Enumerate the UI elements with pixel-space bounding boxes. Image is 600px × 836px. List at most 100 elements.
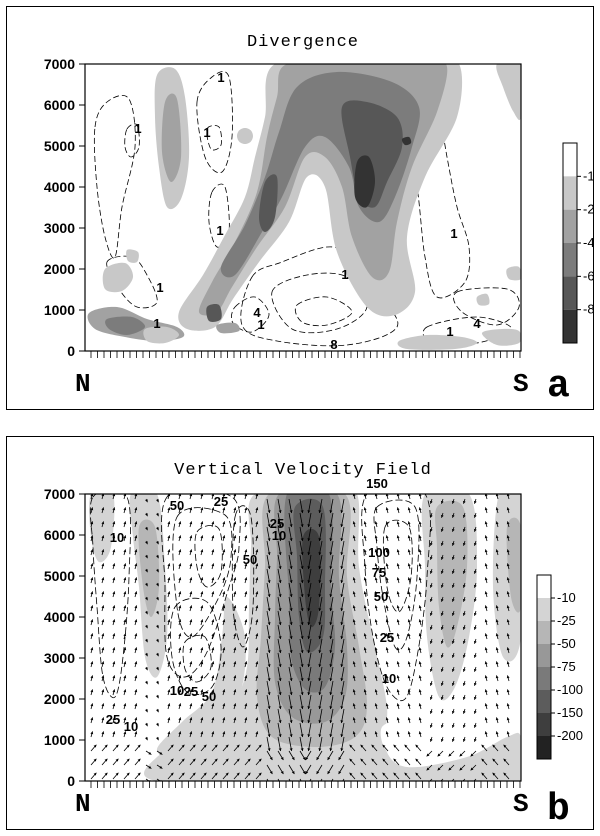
wind-arrowhead (211, 647, 215, 651)
wind-arrowhead (90, 647, 94, 651)
wind-arrowhead (429, 612, 433, 616)
wind-arrowhead (222, 535, 226, 539)
wind-arrowhead (200, 535, 204, 539)
wind-arrowhead (156, 709, 159, 713)
wind-arrowhead (429, 724, 433, 728)
wind-arrowhead (440, 584, 444, 588)
wind-arrowhead (167, 703, 171, 707)
wind-arrowhead (404, 758, 408, 762)
wind-arrowhead (352, 689, 356, 693)
wind-arrowhead (211, 675, 215, 679)
wind-arrowhead (167, 647, 171, 651)
wind-arrowhead (167, 577, 171, 581)
shaded-region (237, 128, 253, 144)
wind-arrowhead (90, 675, 94, 679)
wind-arrow (440, 778, 444, 781)
wind-arrowhead (307, 636, 311, 639)
wind-arrowhead (267, 650, 271, 653)
wind-arrowhead (134, 563, 138, 567)
wind-arrowhead (244, 591, 248, 595)
wind-arrowhead (473, 500, 477, 504)
wind-arrowhead (352, 521, 356, 525)
dashed-contour (194, 524, 223, 588)
wind-arrowhead (307, 552, 311, 555)
wind-arrowhead (318, 510, 322, 513)
wind-arrowhead (418, 647, 422, 651)
wind-arrowhead (484, 661, 488, 665)
wind-arrowhead (236, 758, 240, 762)
wind-arrowhead (244, 549, 248, 553)
wind-arrowhead (189, 661, 193, 665)
wind-arrowhead (101, 675, 105, 679)
wind-arrowhead (396, 549, 400, 553)
wind-arrowhead (340, 748, 344, 751)
wind-arrowhead (255, 563, 259, 567)
wind-arrowhead (307, 580, 311, 583)
wind-arrowhead (338, 757, 342, 760)
wind-arrowhead (349, 758, 353, 762)
wind-arrowhead (462, 500, 466, 504)
wind-arrowhead (167, 633, 171, 637)
wind-arrowhead (495, 689, 499, 693)
dashed-contour (172, 507, 233, 638)
wind-arrowhead (167, 535, 171, 539)
wind-arrowhead (112, 661, 116, 665)
wind-arrowhead (255, 675, 259, 679)
dashed-contour (161, 494, 241, 678)
x-end-label-north: N (75, 369, 91, 399)
wind-arrowhead (112, 717, 116, 721)
wind-arrowhead (278, 720, 282, 723)
dashed-contour (383, 519, 413, 613)
wind-arrowhead (255, 535, 259, 539)
wind-arrowhead (178, 563, 182, 567)
wind-arrowhead (329, 552, 333, 555)
wind-arrowhead (101, 703, 105, 707)
wind-arrowhead (214, 744, 218, 748)
wind-arrowhead (300, 622, 304, 625)
wind-arrowhead (506, 731, 510, 735)
wind-arrowhead (349, 772, 353, 776)
wind-arrowhead (316, 771, 320, 774)
wind-arrowhead (340, 692, 344, 695)
wind-arrowhead (178, 717, 182, 721)
wind-arrowhead (440, 640, 444, 644)
wind-arrowhead (145, 625, 148, 629)
wind-arrowhead (289, 622, 293, 625)
wind-arrowhead (178, 521, 182, 525)
wind-arrowhead (318, 748, 322, 751)
wind-arrowhead (101, 619, 105, 623)
wind-arrowhead (167, 605, 171, 609)
wind-arrowhead (374, 507, 378, 511)
wind-arrowhead (123, 549, 127, 553)
wind-arrowhead (233, 633, 237, 637)
wind-arrowhead (90, 549, 94, 553)
wind-arrowhead (267, 636, 271, 639)
wind-arrowhead (329, 720, 333, 723)
wind-arrowhead (104, 772, 108, 776)
wind-arrowhead (101, 647, 105, 651)
wind-arrowhead (200, 563, 204, 567)
wind-arrowhead (462, 654, 466, 658)
wind-arrowhead (440, 626, 444, 630)
wind-arrowhead (134, 605, 138, 609)
wind-arrowhead (189, 591, 193, 595)
wind-arrowhead (255, 605, 259, 609)
wind-arrowhead (90, 717, 94, 721)
wind-arrowhead (189, 549, 193, 553)
wind-arrowhead (123, 563, 127, 567)
wind-arrowhead (90, 563, 94, 567)
wind-arrowhead (178, 731, 182, 735)
wind-arrowhead (495, 703, 499, 707)
wind-arrowhead (289, 636, 293, 639)
wind-arrowhead (189, 647, 193, 651)
wind-arrowhead (418, 507, 422, 511)
wind-arrowhead (178, 535, 182, 539)
wind-arrowhead (134, 507, 138, 511)
shaded-region (105, 316, 146, 336)
wind-arrowhead (189, 703, 193, 707)
wind-arrowhead (396, 507, 400, 511)
wind-arrowhead (340, 566, 344, 569)
wind-arrowhead (506, 647, 510, 651)
wind-arrowhead (459, 767, 463, 771)
wind-arrowhead (112, 577, 116, 581)
